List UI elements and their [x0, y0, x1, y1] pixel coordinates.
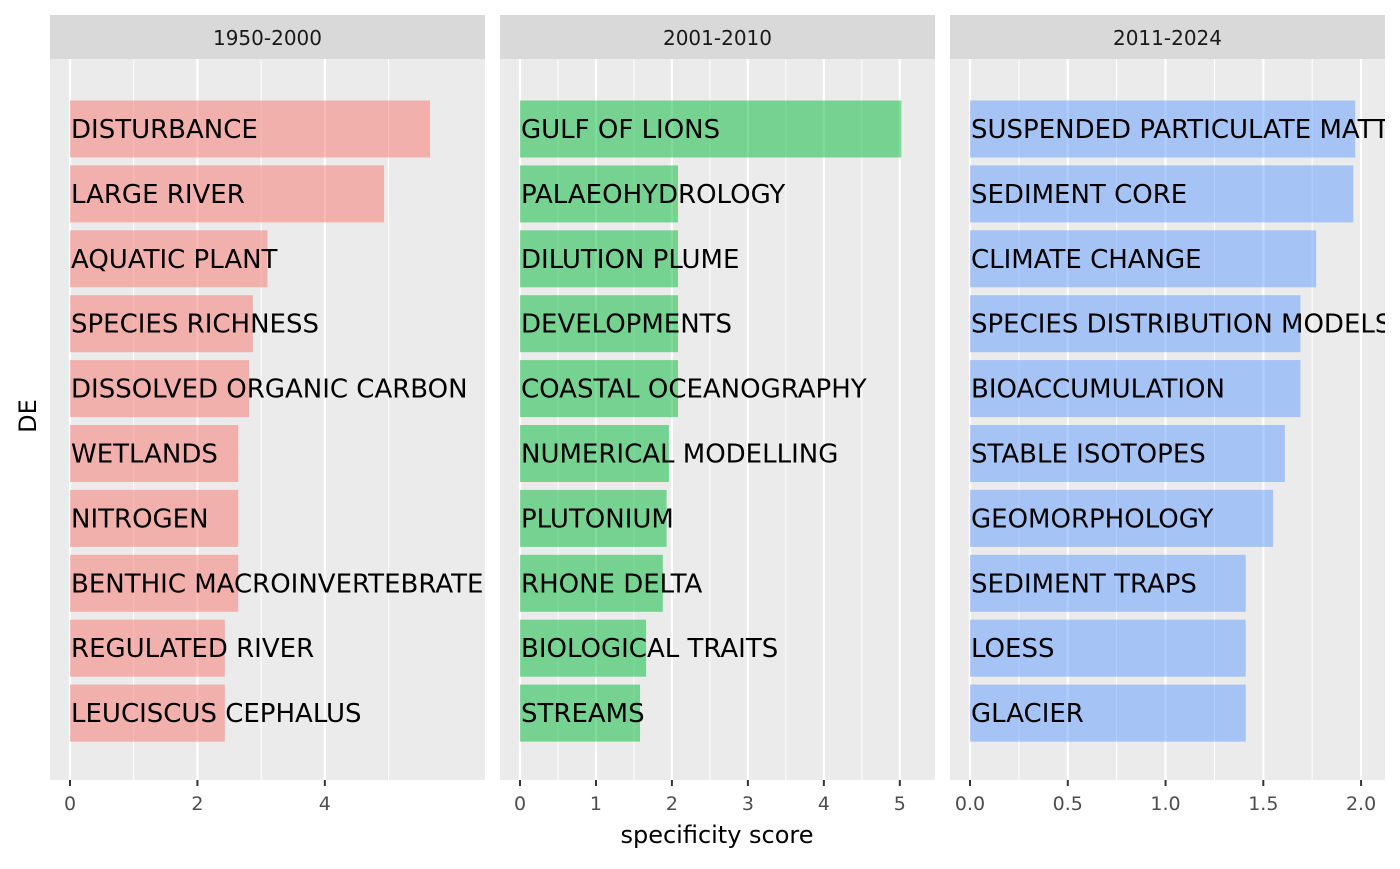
bar-label: DILUTION PLUME — [521, 245, 739, 275]
x-tick-label: 4 — [818, 793, 830, 815]
bar-label: CLIMATE CHANGE — [971, 245, 1202, 275]
bar-label: DISTURBANCE — [71, 115, 258, 145]
panel-3: 0.0 0.5 1.0 1.5 2.0 SUSPENDED PARTICULATE MAT… — [950, 15, 1400, 815]
facet-strip — [500, 15, 935, 59]
bar-label: BIOACCUMULATION — [971, 375, 1225, 405]
bar — [520, 554, 663, 612]
bar — [520, 619, 647, 677]
bar — [520, 489, 667, 547]
bar — [70, 425, 239, 482]
bar — [970, 684, 1246, 742]
bar — [970, 165, 1354, 223]
bar-label: STABLE ISOTOPES — [971, 440, 1206, 470]
bar-label: WETLANDS — [71, 440, 218, 470]
facet-strip-label: 2001-2010 — [663, 26, 772, 50]
bar — [70, 554, 239, 612]
bar-label: SPECIES DISTRIBUTION MODELS — [971, 310, 1391, 340]
bar — [970, 425, 1285, 482]
bar-label: SPECIES RICHNESS — [71, 310, 319, 340]
bar — [520, 165, 678, 223]
bar-label: GULF OF LIONS — [521, 115, 720, 145]
x-tick-label: 2 — [666, 793, 678, 815]
bar — [970, 360, 1301, 418]
x-tick-label: 0.5 — [1053, 793, 1083, 815]
bar-label: LARGE RIVER — [71, 180, 245, 210]
bar-label: PALAEOHYDROLOGY — [521, 180, 785, 210]
bar-label: PLUTONIUM — [521, 504, 674, 534]
bar — [70, 360, 250, 418]
bar — [520, 684, 641, 742]
bar-label: LOESS — [971, 634, 1054, 664]
bar-label: NUMERICAL MODELLING — [521, 440, 838, 470]
x-tick-label: 1.0 — [1150, 793, 1180, 815]
bar-label: REGULATED RIVER — [71, 634, 314, 664]
bar-label: LEUCISCUS CEPHALUS — [71, 699, 362, 729]
bar-label: AQUATIC PLANT — [71, 245, 278, 275]
facet-strip — [950, 15, 1385, 59]
bar — [520, 295, 678, 353]
x-tick-label: 0.0 — [955, 793, 985, 815]
bar — [520, 100, 902, 158]
bar — [970, 230, 1317, 288]
bar — [970, 489, 1274, 547]
facet-strip-label: 1950-2000 — [213, 26, 322, 50]
bar-label: GEOMORPHOLOGY — [971, 504, 1214, 534]
bar-label: SEDIMENT TRAPS — [971, 569, 1197, 599]
facet-strip-label: 2011-2024 — [1113, 26, 1222, 50]
bar-label: GLACIER — [971, 699, 1084, 729]
x-tick-label: 2 — [191, 793, 203, 815]
bar-label: BIOLOGICAL TRAITS — [521, 634, 778, 664]
panel-bars: SUSPENDED PARTICULATE MATTER SEDIMENT COR… — [970, 100, 1400, 742]
bar-label: STREAMS — [521, 699, 645, 729]
bar — [520, 230, 678, 288]
facet-strip — [50, 15, 485, 59]
panel-1: 0 2 4 DISTURBANCE LARGE RIVER AQUATIC PLANT SP… — [50, 15, 500, 815]
bar — [70, 230, 268, 288]
bar-label: BENTHIC MACROINVERTEBRATES — [71, 569, 500, 599]
bar — [970, 554, 1246, 612]
bar-label: NITROGEN — [71, 504, 209, 534]
bar — [70, 100, 430, 158]
bar — [70, 165, 385, 223]
x-tick-label: 4 — [319, 793, 331, 815]
bar — [520, 425, 669, 482]
y-axis-title: DE — [14, 399, 42, 433]
x-tick-label: 1.5 — [1248, 793, 1278, 815]
bar — [970, 100, 1356, 158]
panel-2: 0 1 2 3 4 5 GULF OF LIONS PALAEOHYDROLOGY DILUTI… — [500, 15, 935, 815]
bar — [70, 295, 253, 353]
bar — [70, 684, 225, 742]
bar-label: SUSPENDED PARTICULATE MATTER — [971, 115, 1400, 145]
x-tick-label: 0 — [514, 793, 526, 815]
x-tick-label: 5 — [894, 793, 906, 815]
bar-label: DEVELOPMENTS — [521, 310, 732, 340]
x-tick-label: 3 — [742, 793, 754, 815]
bar — [70, 489, 239, 547]
bar-label: RHONE DELTA — [521, 569, 702, 599]
bar-label: SEDIMENT CORE — [971, 180, 1187, 210]
bar-label: DISSOLVED ORGANIC CARBON — [71, 375, 468, 405]
bar — [970, 295, 1301, 353]
panel-bars: DISTURBANCE LARGE RIVER AQUATIC PLANT SPECI… — [70, 100, 500, 742]
panel-bars: GULF OF LIONS PALAEOHYDROLOGY DILUTION PLU… — [520, 100, 902, 742]
bar — [970, 619, 1246, 677]
x-axis-title: specificity score — [620, 821, 813, 849]
x-tick-label: 2.0 — [1346, 793, 1376, 815]
bar — [520, 360, 678, 418]
bar-label: COASTAL OCEANOGRAPHY — [521, 375, 867, 405]
x-tick-label: 1 — [590, 793, 602, 815]
x-tick-label: 0 — [64, 793, 76, 815]
bar — [70, 619, 225, 677]
